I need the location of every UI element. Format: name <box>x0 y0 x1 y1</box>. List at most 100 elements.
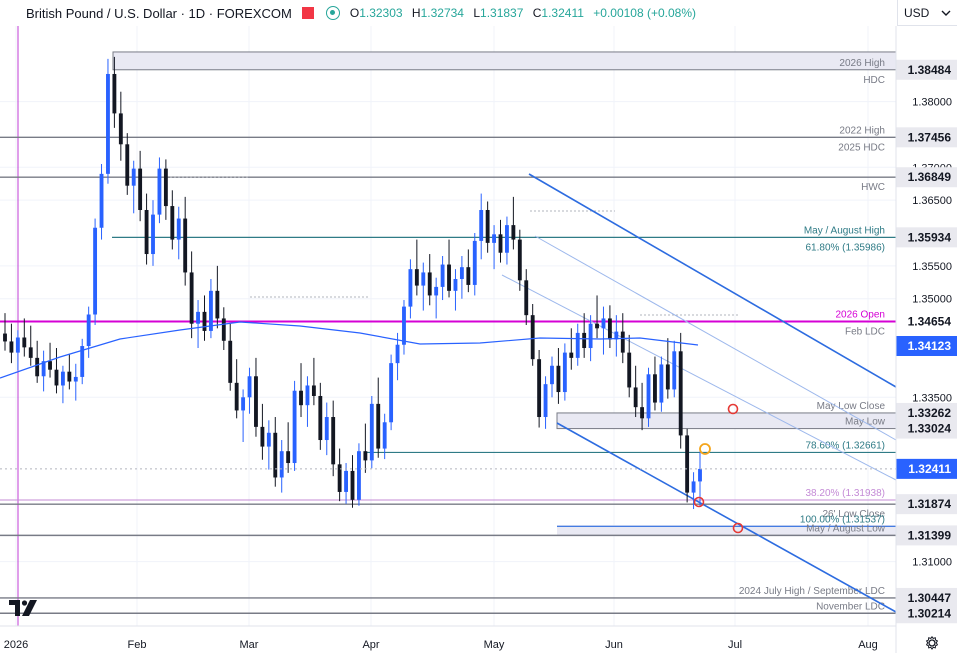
level-label: HWC <box>861 182 885 193</box>
symbol-title[interactable]: British Pound / U.S. Dollar · 1D · FOREX… <box>26 5 292 21</box>
candle-body <box>279 451 284 478</box>
flag-icon[interactable] <box>301 7 314 19</box>
candle-body <box>138 168 143 211</box>
candle-body <box>163 168 168 207</box>
candle-body <box>672 351 677 390</box>
level-label: May Low Close <box>817 401 886 412</box>
sma-price-tag-bg <box>896 336 957 356</box>
y-tick-label: 1.35000 <box>912 294 952 306</box>
candle-body <box>614 331 619 340</box>
candle-body <box>466 267 471 285</box>
candle-body <box>60 371 65 386</box>
candle-body <box>633 387 638 408</box>
candle-body <box>144 210 149 255</box>
price-tag: 1.33024 <box>908 422 952 436</box>
level-label: 2022 High <box>839 125 885 136</box>
change-value: +0.00108 (+0.08%) <box>593 6 697 20</box>
price-tag: 1.36849 <box>908 170 952 184</box>
candle-body <box>41 361 46 377</box>
x-tick-label: Jun <box>605 639 623 651</box>
candle-body <box>118 113 123 145</box>
hdc-zone <box>112 51 897 71</box>
candle-body <box>324 417 329 441</box>
marker-circle <box>693 496 705 508</box>
price-tag: 1.35934 <box>908 230 952 244</box>
candle-body <box>292 390 297 464</box>
candle-body <box>106 73 110 174</box>
level-label: 2026 High <box>839 58 885 69</box>
currency-label: USD <box>904 5 930 20</box>
price-tag-bg <box>896 167 957 188</box>
candle-body <box>537 359 542 418</box>
candle-body <box>247 376 252 398</box>
candle-body <box>595 323 599 329</box>
y-tick-label: 1.36500 <box>912 195 952 207</box>
channel-inner-line <box>534 235 897 441</box>
settings-gear-icon[interactable] <box>925 636 939 650</box>
candle-body <box>157 168 162 215</box>
candle-body <box>627 352 632 388</box>
price-tag-bg <box>896 418 957 439</box>
candle-body <box>318 395 323 441</box>
candle-body <box>601 318 606 329</box>
candle-body <box>363 451 368 461</box>
price-tag: 1.33262 <box>908 406 952 420</box>
candle-body <box>9 341 14 353</box>
candle-body <box>3 333 7 342</box>
sma-price-tag: 1.34123 <box>908 339 952 353</box>
price-tag-bg <box>896 587 957 608</box>
candle-body <box>311 385 316 396</box>
candle-body <box>395 344 400 364</box>
price-tag: 1.30214 <box>908 606 952 620</box>
level-label: 61.80% (1.35986) <box>805 242 885 253</box>
tradingview-logo-icon[interactable] <box>9 600 39 616</box>
channel-upper-line <box>528 173 897 388</box>
candle-body <box>254 376 258 427</box>
candle-body <box>221 318 226 341</box>
candle-body <box>273 432 278 478</box>
candle-body <box>402 306 406 345</box>
level-label: HDC <box>863 75 885 86</box>
candle-body <box>80 346 85 377</box>
candle-body <box>228 340 233 383</box>
candle-body <box>408 269 413 307</box>
level-label: 38.20% (1.31938) <box>805 488 885 499</box>
open-value: 1.32303 <box>359 6 403 20</box>
price-tag: 1.30447 <box>908 591 952 605</box>
candle-body <box>620 331 625 353</box>
currency-selector[interactable]: USD <box>897 0 957 26</box>
candle-body <box>640 407 645 419</box>
candle-body <box>331 417 336 465</box>
candle-body <box>691 481 696 493</box>
candle-body <box>524 280 529 316</box>
x-tick-label: Apr <box>362 639 379 651</box>
candle-body <box>125 144 130 186</box>
candle-body <box>67 371 72 382</box>
x-tick-label: May <box>484 639 505 651</box>
level-label: 100.00% (1.31537) <box>800 514 885 525</box>
candle-body <box>472 240 477 285</box>
candle-body <box>479 210 484 241</box>
low-zone <box>557 525 896 536</box>
candle-body <box>357 451 361 500</box>
candle-body <box>389 363 394 423</box>
candle-body <box>543 384 548 418</box>
price-tag-bg <box>896 311 957 332</box>
candle-body <box>22 337 27 348</box>
candle-body <box>15 337 20 353</box>
candle-body <box>562 352 567 393</box>
candle-body <box>35 357 40 377</box>
candle-body <box>99 173 104 228</box>
candle-body <box>582 332 587 349</box>
price-tag: 1.34654 <box>908 314 952 328</box>
candle-body <box>305 385 310 406</box>
candle-body <box>28 347 33 358</box>
candle-body <box>665 364 670 390</box>
candle-body <box>511 225 516 240</box>
candle-body <box>299 390 303 406</box>
market-status-icon[interactable] <box>325 6 340 20</box>
candle-body <box>176 218 181 240</box>
candle-body <box>498 234 503 253</box>
